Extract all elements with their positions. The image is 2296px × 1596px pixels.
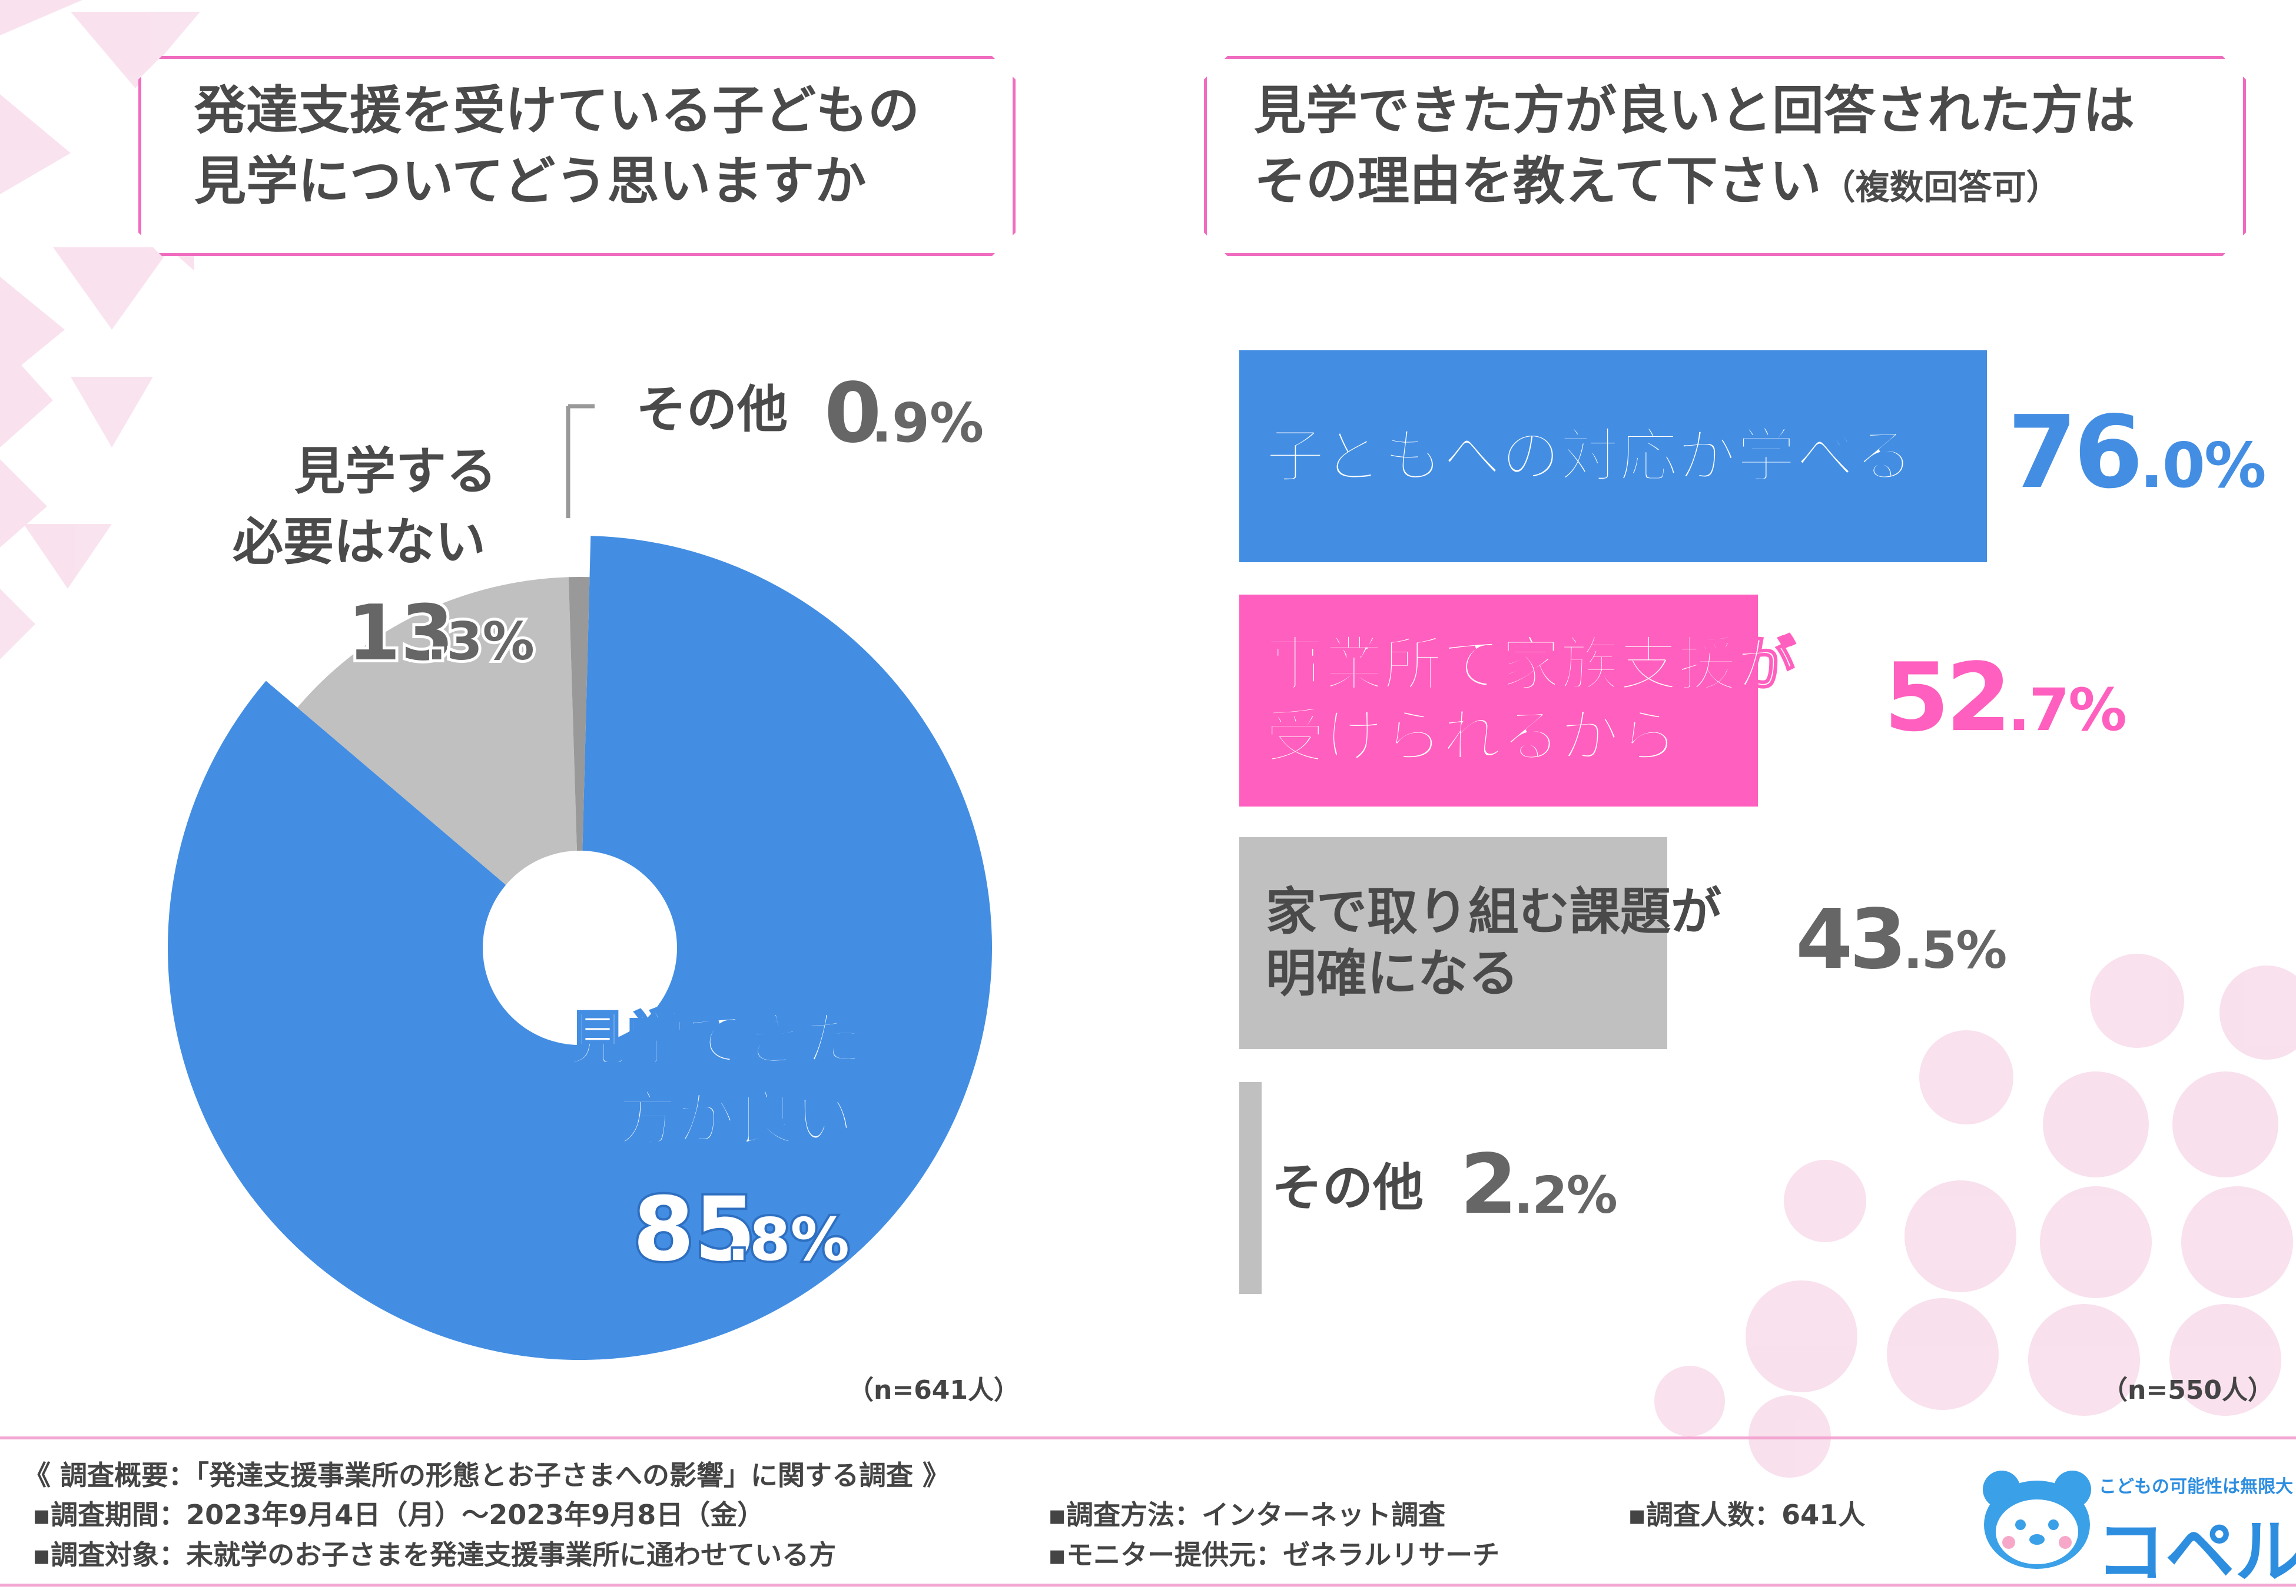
survey-monitor: ▪モニター提供元：ゼネラルリサーチ <box>1048 1539 1500 1571</box>
right-question-line1: 見学できた方が良いと回答された方は <box>1254 80 2135 141</box>
bar-learn-response-value-dec: .0% <box>2139 429 2267 502</box>
bear-logo-icon <box>1983 1471 2091 1569</box>
pie-slice-no-need <box>297 577 580 948</box>
bar-home-task-label-line1: 家で取り組む課題が <box>1266 882 1721 942</box>
logo-tagline: こどもの可能性は無限大 <box>2099 1476 2293 1497</box>
bar-other-value-int: 2 <box>1460 1137 1517 1233</box>
right-question-line2: その理由を教えて下さい <box>1254 151 1821 211</box>
pie-value-good-dec: .8% <box>727 1205 850 1274</box>
bar-home-task-value: 43.5% <box>1796 892 2007 988</box>
pie-value-no-need-dec: .3% <box>427 611 535 672</box>
pie-label-no-need-1: 見学する <box>294 442 497 501</box>
bar-learn-response-label-line1: 子どもへの対応が学べる <box>1265 421 1915 492</box>
bar-home-task <box>1239 837 1667 1049</box>
bar-other-label-line1: その他 <box>1272 1158 1424 1217</box>
right-question-box: 見学できた方が良いと回答された方は その理由を教えて下さい（複数回答可） <box>1204 56 2246 256</box>
footer-divider-bottom <box>0 1584 2296 1587</box>
footer-divider-top <box>0 1436 2296 1439</box>
survey-title: 《 調査概要：「発達支援事業所の形態とお子さまへの影響」に関する調査 》 <box>24 1459 950 1491</box>
right-sample-size: （n=550人） <box>2102 1375 2274 1405</box>
logo-name: コペル <box>2096 1511 2296 1592</box>
bar-learn-response-label: 子どもへの対応が学べる <box>1265 420 1915 492</box>
bar-other-value-dec: .2% <box>1514 1166 1617 1226</box>
right-question-line2-wrap: その理由を教えて下さい（複数回答可） <box>1254 146 2243 223</box>
pie-label-no-need-2: 必要はない <box>233 513 486 572</box>
bar-learn-response-value-int: 76 <box>2008 394 2144 511</box>
bar-learn-response <box>1239 350 1987 562</box>
bar-other-value: 2.2% <box>1460 1137 1618 1233</box>
bar-family-support-label-line2: 受けられるから <box>1265 701 1679 772</box>
left-question-line2: 見学についてどう思いますか <box>194 151 867 211</box>
bar-family-support <box>1239 595 1758 807</box>
bar-other <box>1239 1082 1262 1294</box>
left-question-line1: 発達支援を受けている子どもの <box>194 80 920 141</box>
bar-home-task-value-int: 43 <box>1796 892 1907 988</box>
pie-label-other: その他 <box>636 380 788 439</box>
bar-home-task-label: 家で取り組む課題が 明確になる <box>1266 881 1721 1005</box>
bar-other-label: その他 <box>1272 1157 1424 1219</box>
bar-family-support-value: 52.7% <box>1884 642 2127 752</box>
right-question-note: （複数回答可） <box>1821 167 2061 207</box>
pie-slice-other <box>568 577 590 948</box>
pie-value-other-int: 0 <box>824 366 881 462</box>
survey-method: ▪調査方法：インターネット調査 <box>1048 1499 1446 1531</box>
pie-value-other-dec: .9% <box>871 391 984 454</box>
bar-family-support-value-int: 52 <box>1884 642 2012 752</box>
bar-family-support-label-line1: 事業所で家族支援が <box>1265 629 1797 700</box>
pie-value-good-int: 85 <box>633 1179 756 1281</box>
pie-label-good-1: 見学できた <box>568 1005 862 1074</box>
left-question-box: 発達支援を受けている子どもの 見学についてどう思いますか <box>138 56 1016 256</box>
pie-label-good-2: 方が良い <box>618 1084 854 1153</box>
bar-learn-response-value: 76.0% <box>2008 394 2267 511</box>
bar-family-support-label: 事業所で家族支援が 受けられるから <box>1265 629 1797 772</box>
survey-count: ▪調査人数：641人 <box>1628 1499 1866 1531</box>
survey-period: ▪調査期間：2023年9月4日（月）～2023年9月8日（金） <box>32 1499 765 1531</box>
left-sample-size: （n=641人） <box>848 1375 1020 1405</box>
bar-home-task-value-dec: .5% <box>1903 921 2007 981</box>
bar-family-support-value-dec: .7% <box>2008 676 2127 744</box>
pie-value-no-need-int: 13 <box>347 588 454 678</box>
pie-center-hole <box>483 851 677 1045</box>
bar-home-task-label-line2: 明確になる <box>1266 944 1519 1003</box>
survey-target: ▪調査対象：未就学のお子さまを発達支援事業所に通わせている方 <box>32 1539 837 1571</box>
